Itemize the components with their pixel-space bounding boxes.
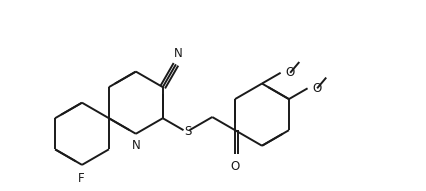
Text: O: O bbox=[230, 160, 240, 173]
Text: O: O bbox=[285, 66, 295, 79]
Text: O: O bbox=[312, 82, 322, 95]
Text: N: N bbox=[174, 47, 183, 60]
Text: S: S bbox=[184, 125, 192, 138]
Text: N: N bbox=[132, 138, 140, 152]
Text: F: F bbox=[78, 172, 84, 185]
